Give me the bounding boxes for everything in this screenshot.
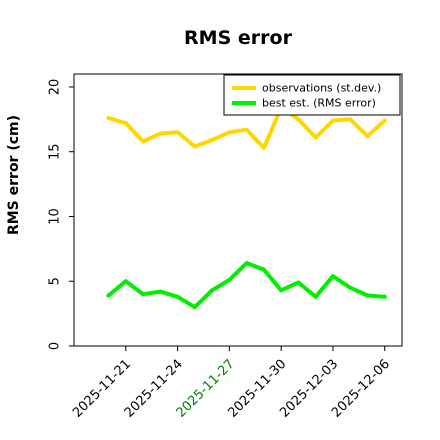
data-point xyxy=(261,145,266,150)
y-tick-label: 10 xyxy=(48,208,63,225)
data-point xyxy=(313,294,318,299)
data-point xyxy=(175,294,180,299)
data-point xyxy=(210,138,215,143)
data-point xyxy=(330,274,335,279)
data-point xyxy=(313,135,318,140)
data-point xyxy=(382,118,387,123)
data-point xyxy=(261,267,266,272)
data-point xyxy=(210,288,215,293)
data-point xyxy=(382,294,387,299)
y-tick-label: 0 xyxy=(48,342,63,350)
data-point xyxy=(106,293,111,298)
data-point xyxy=(365,134,370,139)
series-line-1 xyxy=(106,261,387,310)
x-axis: 2025-11-212025-11-242025-11-272025-11-30… xyxy=(70,346,393,421)
legend-box xyxy=(223,74,401,116)
data-point xyxy=(192,144,197,149)
data-point xyxy=(106,116,111,120)
data-point xyxy=(141,292,146,297)
legend: observations (st.dev.) best est. (RMS err… xyxy=(223,74,401,116)
legend-entry-label: best est. (RMS error) xyxy=(262,97,376,110)
data-point xyxy=(227,130,232,135)
data-point xyxy=(123,279,128,284)
chart-title: RMS error xyxy=(184,27,293,49)
data-point xyxy=(158,131,163,136)
legend-entry-label: observations (st.dev.) xyxy=(262,82,381,95)
data-point xyxy=(192,305,197,310)
data-point xyxy=(175,130,180,135)
y-axis: 0 5 10 15 20 xyxy=(48,79,74,350)
data-point xyxy=(158,289,163,294)
data-point xyxy=(244,261,249,266)
y-tick-label: 20 xyxy=(48,79,63,96)
y-tick-label: 5 xyxy=(48,277,63,285)
data-point xyxy=(244,127,249,132)
data-point xyxy=(296,280,301,285)
data-point xyxy=(141,139,146,144)
series-layer xyxy=(106,105,387,310)
y-axis-label: RMS error (cm) xyxy=(6,115,22,235)
data-point xyxy=(227,277,232,282)
data-point xyxy=(365,293,370,298)
plot-area-frame xyxy=(73,73,403,347)
data-point xyxy=(296,117,301,122)
data-point xyxy=(348,117,353,122)
data-point xyxy=(330,118,335,123)
data-point xyxy=(279,288,284,293)
y-tick-label: 15 xyxy=(48,143,63,160)
data-point xyxy=(123,121,128,126)
data-point xyxy=(348,285,353,290)
